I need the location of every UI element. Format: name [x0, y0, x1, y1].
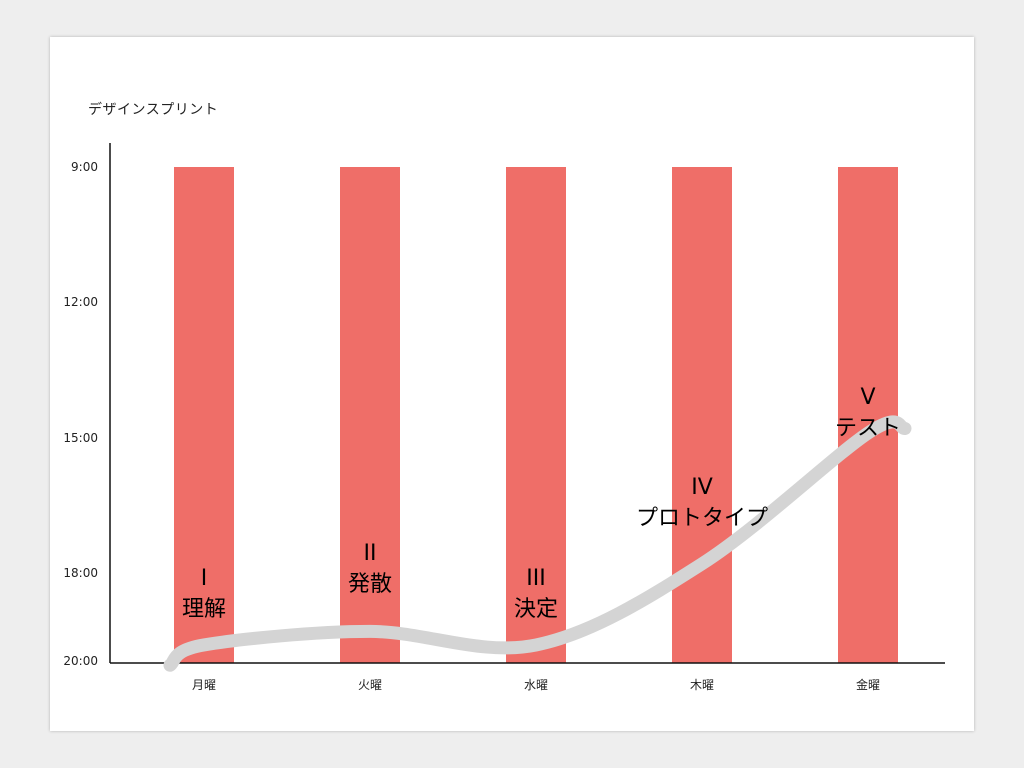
x-tick-label: 木曜: [689, 678, 714, 692]
chart-title: デザインスプリント: [88, 102, 219, 118]
bar-1: [174, 167, 234, 663]
x-tick-label: 火曜: [357, 678, 382, 692]
bar-5: [838, 167, 898, 663]
stage-name: 決定: [513, 597, 558, 622]
stage-name: テスト: [834, 416, 901, 441]
stage-numeral: II: [363, 541, 377, 566]
stage-name: 発散: [347, 572, 392, 597]
y-tick-label: 18:00: [63, 565, 98, 580]
y-tick-label: 9:00: [71, 160, 98, 174]
y-tick-label: 20:00: [63, 654, 98, 668]
stage-name: プロトタイプ: [635, 506, 768, 531]
stage-label-3: III 決定: [446, 563, 626, 625]
y-tick-label: 15:00: [63, 430, 98, 445]
stage-numeral: V: [860, 385, 876, 410]
x-tick-label: 金曜: [855, 678, 880, 692]
stage-name: 理解: [181, 597, 226, 622]
bar-2: [340, 167, 400, 663]
stage-label-4: IV プロトタイプ: [612, 472, 792, 534]
progress-curve: [163, 415, 912, 672]
bar-4: [672, 167, 732, 663]
stage-label-2: II 発散: [280, 538, 460, 600]
stage-numeral: III: [526, 566, 546, 591]
x-tick-label: 月曜: [191, 678, 216, 692]
stage-numeral: I: [200, 566, 208, 591]
y-tick-label: 12:00: [63, 295, 98, 310]
stage-label-5: V テスト: [778, 382, 958, 444]
stage-numeral: IV: [691, 475, 713, 500]
bar-3: [506, 167, 566, 663]
x-tick-label: 水曜: [523, 678, 548, 692]
stage-label-1: I 理解: [114, 563, 294, 625]
